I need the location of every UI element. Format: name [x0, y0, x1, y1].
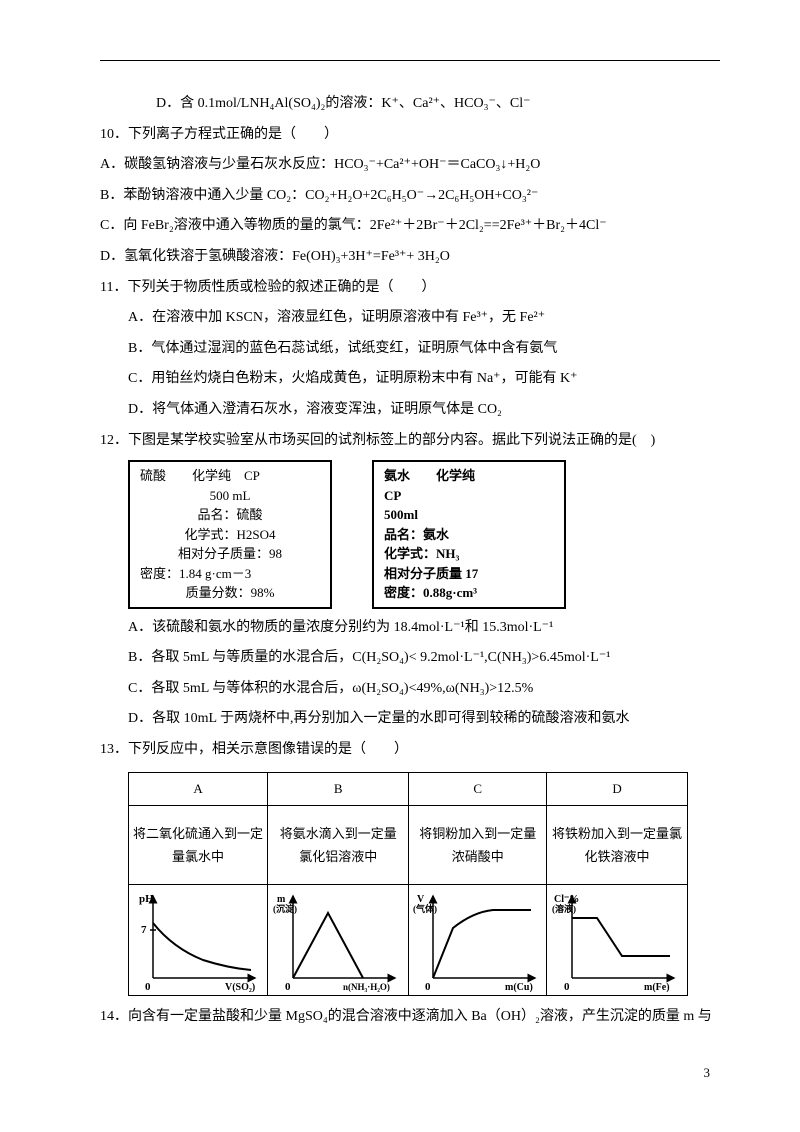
q12-b: B．各取 5mL 与等质量的水混合后，C(H₂SO₄)< 9.2mol·L⁻¹,…: [100, 645, 720, 672]
ylabel: pH: [139, 893, 154, 905]
xlabel: V(SO₂): [225, 982, 255, 993]
l2-line: 品名：氨水: [384, 525, 554, 545]
q14-stem: 14．向含有一定量盐酸和少量 MgSO₄的混合溶液中逐滴加入 Ba（OH）₂溶液…: [100, 1004, 720, 1031]
desc-c: 将铜粉加入到一定量 浓硝酸中: [409, 806, 547, 885]
xlabel: n(NH₃·H₂O): [343, 982, 390, 992]
svg-text:(溶液): (溶液): [552, 903, 576, 914]
label-sulfuric-acid: 硫酸 化学纯 CP 500 mL 品名：硫酸 化学式：H2SO4 相对分子质量：…: [128, 460, 332, 609]
desc-a: 将二氧化硫通入到一定量氯水中: [129, 806, 268, 885]
svg-text:0: 0: [425, 981, 431, 993]
q10-c: C．向 FeBr₂溶液中通入等物质的量的氯气：2Fe²⁺＋2Br⁻＋2Cl₂==…: [100, 213, 720, 240]
l2-line: 密度：0.88g·cm³: [384, 583, 554, 603]
q10-stem: 10．下列离子方程式正确的是（ ）: [100, 122, 720, 149]
l2-line: 相对分子质量 17: [384, 564, 554, 584]
l1-line: 相对分子质量：98: [140, 544, 320, 564]
xlabel: m(Cu): [505, 982, 533, 993]
q10-b: B．苯酚钠溶液中通入少量 CO₂：CO₂+H₂O+2C₆H₅O⁻→2C₆H₅OH…: [100, 183, 720, 210]
yref: 7: [141, 924, 147, 936]
svg-text:0: 0: [145, 981, 151, 993]
l1-line: 品名：硫酸: [140, 505, 320, 525]
l1-line: 硫酸 化学纯 CP: [140, 466, 320, 486]
label-ammonia: 氨水 化学纯 CP 500ml 品名：氨水 化学式：NH₃ 相对分子质量 17 …: [372, 460, 566, 609]
chart-b: m (沉淀) 0 n(NH₃·H₂O): [268, 885, 409, 996]
hdr-a: A: [129, 772, 268, 806]
q13-table: A B C D 将二氧化硫通入到一定量氯水中 将氨水滴入到一定量 氯化铝溶液中 …: [128, 772, 688, 997]
q10-d: D．氢氧化铁溶于氢碘酸溶液：Fe(OH)₃+3H⁺=Fe³⁺+ 3H₂O: [100, 244, 720, 271]
q10-a: A．碳酸氢钠溶液与少量石灰水反应：HCO₃⁻+Ca²⁺+OH⁻＝CaCO₃↓+H…: [100, 152, 720, 179]
q13-stem: 13．下列反应中，相关示意图像错误的是（ ）: [100, 737, 720, 764]
svg-text:(气体): (气体): [413, 903, 437, 914]
q11-a: A．在溶液中加 KSCN，溶液显红色，证明原溶液中有 Fe³⁺，无 Fe²⁺: [100, 305, 720, 332]
hdr-c: C: [409, 772, 547, 806]
q11-b: B．气体通过湿润的蓝色石蕊试纸，试纸变红，证明原气体中含有氨气: [100, 336, 720, 363]
hdr-b: B: [268, 772, 409, 806]
q11-c: C．用铂丝灼烧白色粉末，火焰成黄色，证明原粉末中有 Na⁺，可能有 K⁺: [100, 366, 720, 393]
xlabel: m(Fe): [644, 982, 670, 993]
q11-stem: 11．下列关于物质性质或检验的叙述正确的是（ ）: [100, 275, 720, 302]
desc-d: 将铁粉加入到一定量氯化铁溶液中: [547, 806, 688, 885]
l1-line: 密度：1.84 g·cm－3: [140, 564, 320, 584]
reagent-labels: 硫酸 化学纯 CP 500 mL 品名：硫酸 化学式：H2SO4 相对分子质量：…: [128, 460, 720, 609]
q11-d: D．将气体通入澄清石灰水，溶液变浑浊，证明原气体是 CO₂: [100, 397, 720, 424]
page-number: 3: [100, 1061, 720, 1086]
q12-a: A．该硫酸和氨水的物质的量浓度分别约为 18.4mol·L⁻¹和 15.3mol…: [100, 615, 720, 642]
desc-b: 将氨水滴入到一定量 氯化铝溶液中: [268, 806, 409, 885]
header-rule: [100, 60, 720, 61]
l2-line: CP: [384, 486, 554, 506]
l2-line: 化学式：NH₃: [384, 544, 554, 564]
chart-d: Cl⁻% (溶液) 0 m(Fe): [547, 885, 688, 996]
l1-line: 化学式：H2SO4: [140, 525, 320, 545]
svg-text:0: 0: [285, 981, 291, 993]
q12-stem: 12．下图是某学校实验室从市场买回的试剂标签上的部分内容。据此下列说法正确的是(…: [100, 428, 720, 455]
svg-text:(沉淀): (沉淀): [273, 903, 297, 914]
l1-line: 500 mL: [140, 486, 320, 506]
l1-line: 质量分数：98%: [140, 583, 320, 603]
chart-a: pH 7 0 V(SO₂): [129, 885, 268, 996]
q9-option-d: D．含 0.1mol/LNH₄Al(SO₄)₂的溶液：K⁺、Ca²⁺、HCO₃⁻…: [100, 91, 720, 118]
chart-c: V (气体) 0 m(Cu): [409, 885, 547, 996]
l2-line: 氨水 化学纯: [384, 466, 554, 486]
q12-d: D．各取 10mL 于两烧杯中,再分别加入一定量的水即可得到较稀的硫酸溶液和氨水: [100, 706, 720, 733]
q12-c: C．各取 5mL 与等体积的水混合后，ω(H₂SO₄)<49%,ω(NH₃)>1…: [100, 676, 720, 703]
svg-text:0: 0: [564, 981, 570, 993]
l2-line: 500ml: [384, 505, 554, 525]
hdr-d: D: [547, 772, 688, 806]
